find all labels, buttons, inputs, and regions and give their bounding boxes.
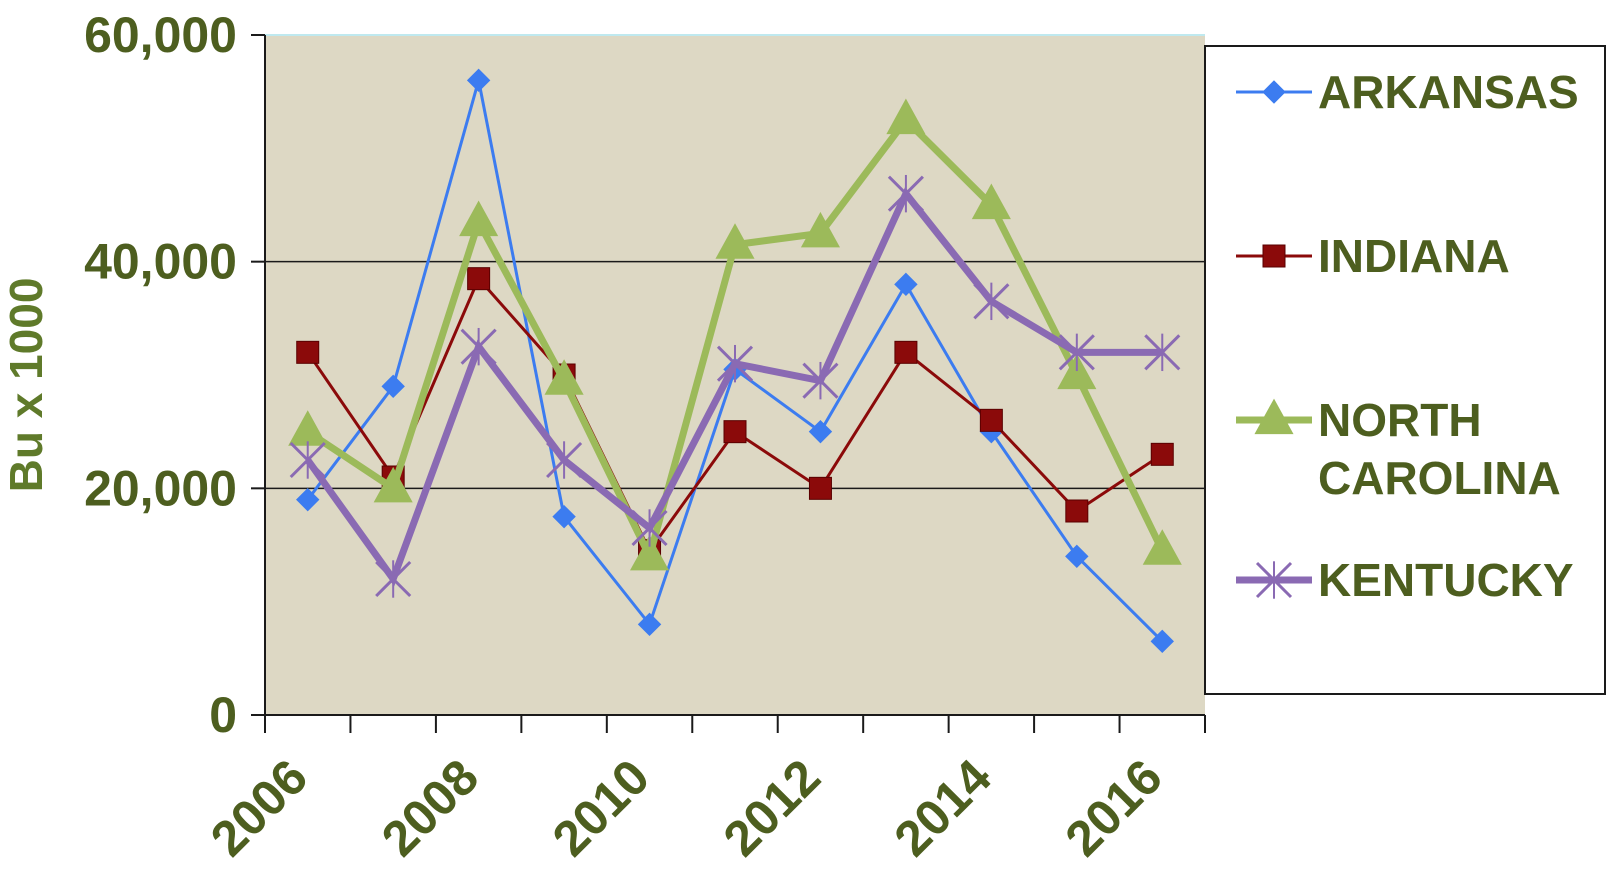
- legend-label: ARKANSAS: [1318, 66, 1579, 118]
- data-point-kentucky: [631, 509, 668, 547]
- y-tick-label: 60,000: [84, 7, 237, 63]
- legend-swatch-marker: [1262, 244, 1286, 268]
- data-point-arkansas: [637, 612, 662, 637]
- data-point-arkansas: [381, 374, 405, 399]
- gridlines: [265, 34, 1205, 490]
- data-point-north-carolina: [1057, 353, 1097, 390]
- data-point-kentucky: [802, 361, 839, 400]
- data-point-kentucky: [1058, 333, 1095, 372]
- data-point-kentucky: [546, 441, 583, 479]
- y-tick-label: 20,000: [84, 460, 237, 516]
- axes: [264, 35, 1205, 716]
- legend-entry-indiana: INDIANA: [1236, 230, 1510, 282]
- legend: ARKANSAS INDIANA NORTH CAROLINA KENTUCKY: [1204, 45, 1606, 695]
- data-point-arkansas: [808, 419, 833, 444]
- series-kentucky: [289, 174, 1181, 598]
- data-point-north-carolina: [800, 211, 841, 248]
- legend-entry-north-carolina: NORTH CAROLINA: [1236, 394, 1561, 504]
- data-point-north-carolina: [459, 200, 499, 237]
- data-point-indiana: [1150, 442, 1174, 466]
- legend-entry-kentucky: KENTUCKY: [1236, 554, 1574, 606]
- legend-label: NORTH CAROLINA: [1318, 394, 1561, 504]
- data-point-indiana: [296, 340, 320, 364]
- data-point-kentucky: [375, 560, 412, 598]
- data-point-indiana: [1065, 499, 1089, 523]
- y-axis-title: Bu x 1000: [0, 278, 52, 493]
- data-point-arkansas: [296, 487, 320, 512]
- data-point-kentucky: [973, 282, 1010, 321]
- data-point-kentucky: [716, 344, 754, 383]
- series-layer: [288, 68, 1182, 654]
- legend-swatch-marker: [1254, 398, 1294, 435]
- data-point-indiana: [808, 476, 832, 500]
- legend-swatch-marker: [1255, 561, 1293, 599]
- data-point-north-carolina: [373, 466, 413, 503]
- series-north-carolina: [288, 98, 1182, 571]
- data-point-north-carolina: [971, 183, 1011, 220]
- data-point-indiana: [979, 408, 1003, 432]
- data-point-arkansas: [1065, 544, 1089, 569]
- data-point-arkansas: [552, 504, 576, 529]
- data-point-kentucky: [289, 441, 326, 479]
- legend-label: INDIANA: [1318, 230, 1510, 282]
- legend-entry-arkansas: ARKANSAS: [1236, 66, 1579, 118]
- y-axis-ticks: 0 20,000 40,000 60,000: [84, 7, 265, 743]
- data-point-indiana: [467, 267, 491, 291]
- data-point-north-carolina: [1142, 529, 1182, 565]
- data-point-north-carolina: [544, 359, 584, 395]
- data-point-north-carolina: [629, 534, 670, 571]
- legend-swatch-marker: [1262, 80, 1286, 104]
- data-point-kentucky: [887, 174, 924, 213]
- data-point-arkansas: [466, 68, 491, 93]
- data-point-arkansas: [894, 272, 918, 297]
- data-point-indiana: [723, 420, 747, 444]
- data-point-north-carolina: [715, 223, 755, 259]
- data-point-arkansas: [1150, 629, 1174, 654]
- legend-label: KENTUCKY: [1318, 554, 1574, 606]
- y-tick-label: 0: [209, 687, 237, 743]
- y-tick-label: 40,000: [84, 234, 237, 290]
- data-point-indiana: [894, 340, 918, 364]
- data-point-kentucky: [460, 327, 497, 366]
- data-point-north-carolina: [886, 98, 926, 135]
- data-point-kentucky: [1144, 333, 1181, 372]
- legend-box: [1204, 45, 1606, 695]
